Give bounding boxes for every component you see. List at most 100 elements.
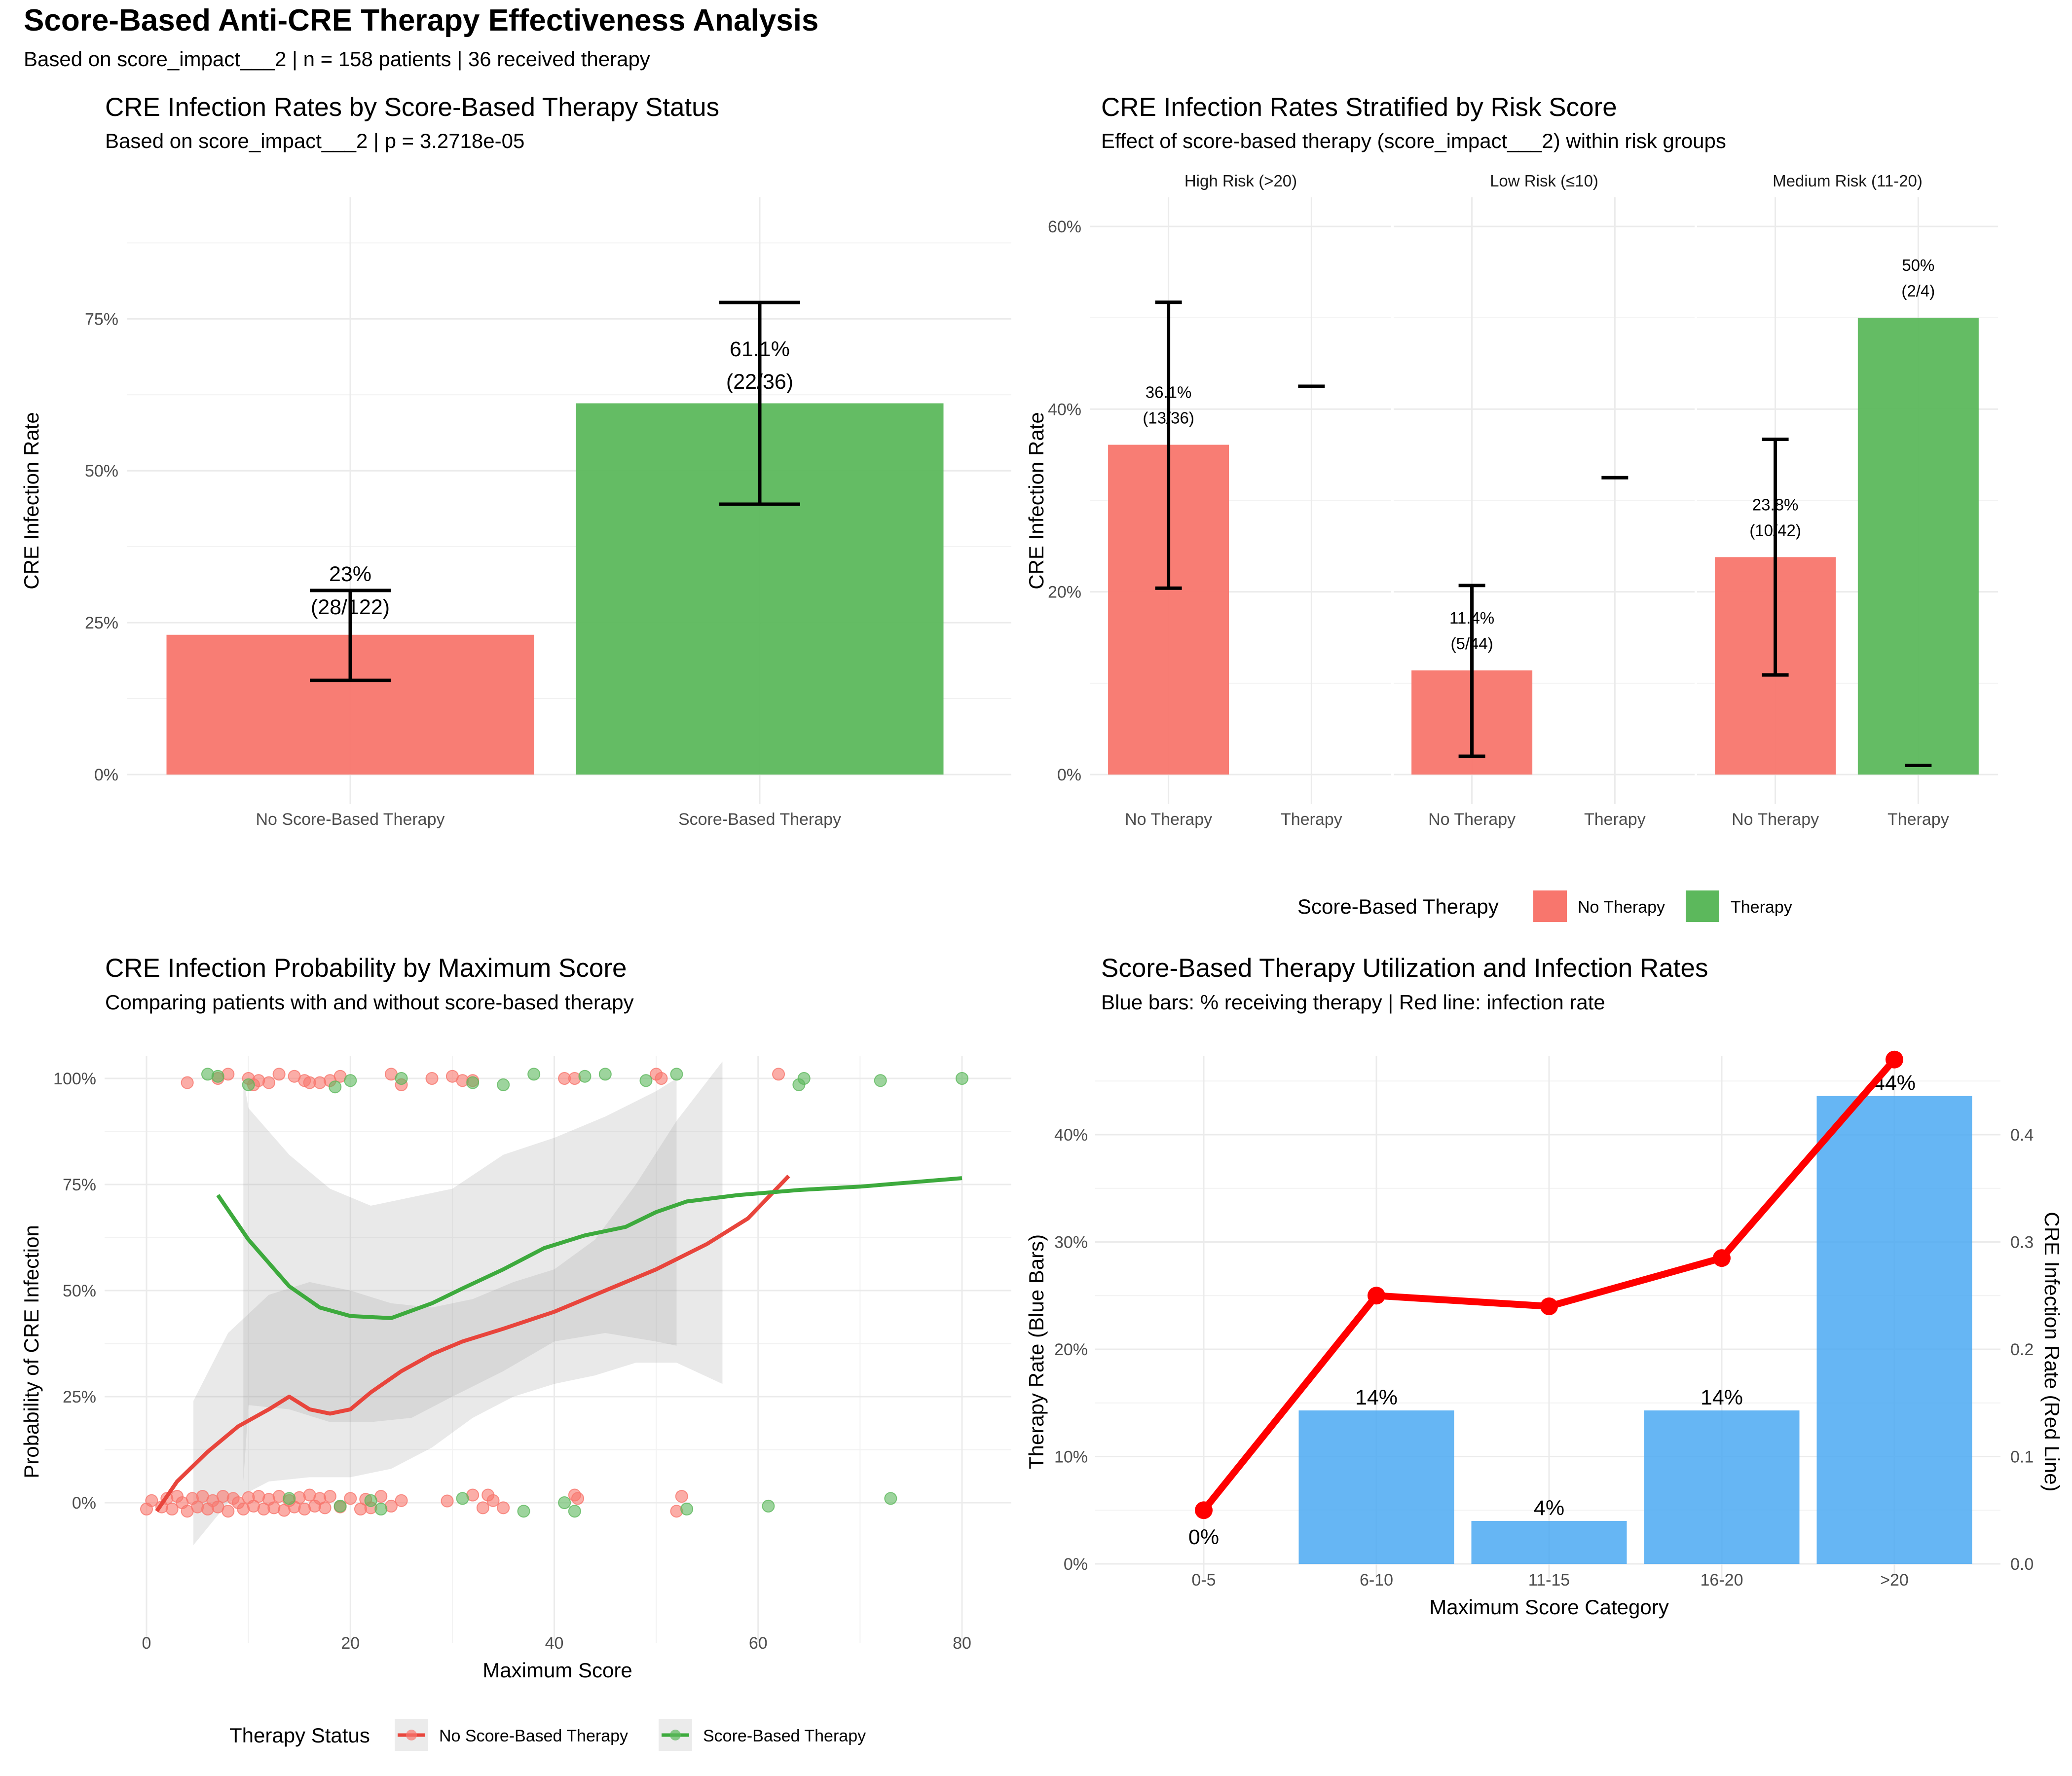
legend-therapy-status: Therapy Status No Score-Based Therapy Scor… <box>229 1719 866 1751</box>
y-tick-label: 60% <box>1048 218 1081 236</box>
scatter-point <box>598 1068 612 1081</box>
scatter-point <box>762 1499 775 1513</box>
data-label-pct: 23% <box>329 562 371 586</box>
confidence-ribbon-no-therapy <box>193 1061 723 1545</box>
panel-title: CRE Infection Rates by Score-Based Thera… <box>105 93 719 122</box>
data-label-n: (2/4) <box>1901 282 1935 300</box>
scatter-point <box>272 1068 286 1081</box>
x-tick-label: 6-10 <box>1360 1571 1393 1590</box>
scatter-point <box>571 1492 585 1505</box>
scatter-point <box>486 1494 500 1507</box>
legend-therapy: Score-Based Therapy No Therapy Therapy <box>1297 890 1792 922</box>
scatter-point <box>639 1074 653 1087</box>
therapy-rate-bar <box>1471 1521 1627 1564</box>
scatter-point <box>242 1078 255 1091</box>
infection-rate-point <box>1540 1297 1558 1315</box>
bar-value-label: 14% <box>1355 1386 1398 1409</box>
x-tick-label: 16-20 <box>1701 1571 1743 1590</box>
scatter-point <box>344 1074 357 1087</box>
x-tick-label: 60 <box>749 1634 768 1653</box>
y-axis-label: Therapy Rate (Blue Bars) <box>1025 1234 1048 1469</box>
y-tick-label: 100% <box>53 1070 96 1088</box>
x-tick-label: 0-5 <box>1191 1571 1216 1590</box>
scatter-point <box>497 1501 510 1515</box>
therapy-rate-bar <box>1644 1410 1800 1564</box>
x-tick-label: No Therapy <box>1732 810 1819 829</box>
scatter-point <box>333 1499 347 1513</box>
y-tick-label-right: 0.4 <box>2010 1126 2034 1145</box>
x-tick-label: 20 <box>341 1634 360 1653</box>
scatter-point <box>797 1072 811 1085</box>
therapy-rate-bar <box>1298 1410 1454 1564</box>
y-tick-label-right: 0.0 <box>2010 1555 2034 1574</box>
data-label-n: (22/36) <box>726 370 793 394</box>
confidence-ribbon-therapy <box>243 1078 677 1481</box>
smooth-line-therapy <box>216 1176 962 1320</box>
scatter-point <box>670 1068 683 1081</box>
panel-title: CRE Infection Rates Stratified by Risk S… <box>1101 93 1617 122</box>
x-tick-label: 40 <box>545 1634 564 1653</box>
scatter-point <box>165 1502 179 1516</box>
y-tick-label: 50% <box>85 462 118 481</box>
scatter-point <box>344 1492 357 1505</box>
bar-value-label: 4% <box>1534 1496 1564 1520</box>
scatter-point <box>318 1501 332 1515</box>
y-tick-label: 0% <box>94 766 118 784</box>
legend-key-therapy <box>1686 890 1719 922</box>
scatter-point <box>772 1068 785 1081</box>
y-axis-label: CRE Infection Rate <box>1025 412 1048 590</box>
panel-title: CRE Infection Probability by Maximum Sco… <box>105 954 627 983</box>
y-tick-label-right: 0.2 <box>2010 1340 2034 1359</box>
panel-title: Score-Based Therapy Utilization and Infe… <box>1101 954 1708 983</box>
panel-probability-by-score: CRE Infection Probability by Maximum Sco… <box>20 954 1011 1751</box>
infection-rate-point <box>1713 1249 1731 1267</box>
scatter-point <box>466 1076 480 1089</box>
y-tick-label: 20% <box>1048 583 1081 602</box>
facet-2: Low Risk (≤10) 11.4% (5/44) No Therapy Thera… <box>1394 172 1695 829</box>
therapy-rate-bar <box>1816 1096 1972 1564</box>
y-tick-label-right: 0.1 <box>2010 1448 2034 1467</box>
facet-strip-label: High Risk (>20) <box>1184 172 1297 190</box>
y-tick-label: 25% <box>63 1388 96 1406</box>
x-tick-label: Therapy <box>1281 810 1342 829</box>
data-label-pct: 11.4% <box>1449 609 1494 627</box>
x-axis-label: Maximum Score <box>482 1659 632 1682</box>
legend-title: Therapy Status <box>229 1724 370 1747</box>
x-tick-label: 11-15 <box>1528 1571 1570 1590</box>
scatter-point <box>675 1490 688 1503</box>
y-tick-label: 10% <box>1054 1448 1088 1467</box>
scatter-point <box>558 1496 571 1509</box>
scatter-point <box>680 1502 694 1516</box>
scatter-point <box>323 1490 336 1503</box>
panel-subtitle: Comparing patients with and without scor… <box>105 991 634 1014</box>
facet-strip-label: Medium Risk (11-20) <box>1773 172 1923 190</box>
panel-subtitle: Effect of score-based therapy (score_imp… <box>1101 129 1726 152</box>
scatter-point <box>497 1078 510 1091</box>
scatter-point <box>329 1080 342 1094</box>
panel-therapy-status: CRE Infection Rates by Score-Based Thera… <box>20 93 1011 829</box>
scatter-point <box>527 1068 541 1081</box>
scatter-point <box>211 1070 224 1083</box>
y-tick-label: 20% <box>1054 1340 1088 1359</box>
scatter-point <box>517 1505 530 1518</box>
y-axis-label: CRE Infection Rate <box>20 412 43 590</box>
x-tick-label: 80 <box>953 1634 971 1653</box>
x-tick-label: Therapy <box>1584 810 1646 829</box>
scatter-point <box>884 1492 897 1505</box>
y-tick-label: 30% <box>1054 1233 1088 1252</box>
infection-rate-point <box>1368 1287 1385 1305</box>
panel-risk-stratified: CRE Infection Rates Stratified by Risk S… <box>1025 93 1998 922</box>
x-tick-label: 0 <box>142 1634 151 1653</box>
scatter-point <box>395 1494 408 1507</box>
scatter-point <box>374 1502 388 1516</box>
figure-title: Score-Based Anti-CRE Therapy Effectivene… <box>24 3 819 37</box>
scatter-point <box>956 1072 968 1085</box>
y-tick-label: 25% <box>85 614 118 632</box>
x-tick-label: Therapy <box>1887 810 1949 829</box>
legend-label: Therapy <box>1731 898 1792 917</box>
legend-label: No Score-Based Therapy <box>439 1727 628 1745</box>
data-label-pct: 23.8% <box>1752 495 1799 514</box>
scatter-point <box>283 1492 296 1505</box>
scatter-point <box>874 1074 887 1087</box>
y-tick-label: 75% <box>63 1176 96 1194</box>
